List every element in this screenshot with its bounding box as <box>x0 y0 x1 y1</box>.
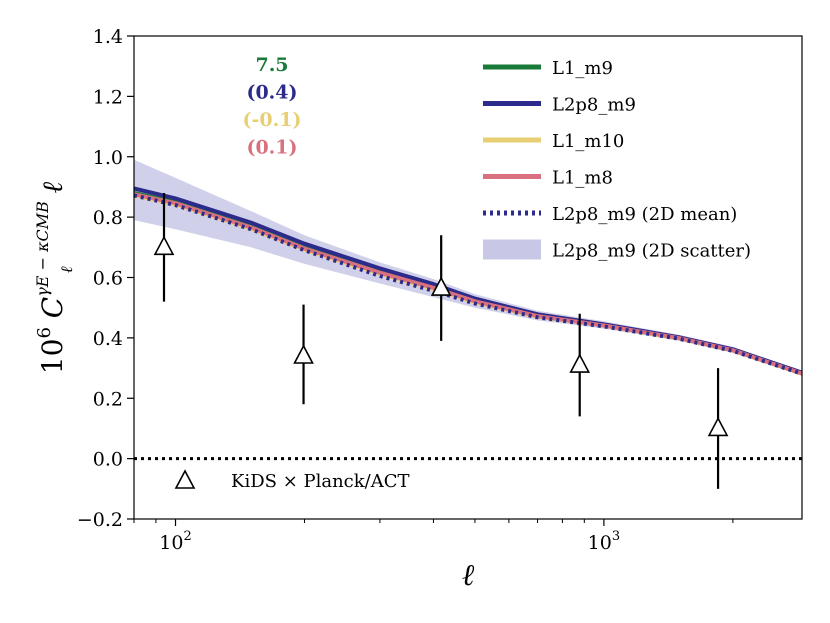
y-axis-ticks: −0.2 0.0 0.2 0.4 0.6 0.8 1.0 1.2 1.4 <box>77 26 134 531</box>
plot-area <box>134 159 802 461</box>
legend-label-2: L1_m10 <box>552 131 624 152</box>
observation-layer <box>153 192 729 489</box>
y-label-sup: γE − κCMB <box>33 201 52 297</box>
annotation-3: (0.1) <box>246 137 297 159</box>
observation-legend-label: KiDS × Planck/ACT <box>231 471 410 492</box>
annotation-1: (0.4) <box>246 82 297 104</box>
x-axis-label: ℓ <box>462 558 475 593</box>
y-axis-label: 106 CγE − κCMB ℓ ℓ <box>33 181 76 374</box>
legend-label-1: L2p8_m9 <box>552 95 636 116</box>
y-label-prefix-exp: 6 <box>34 327 55 338</box>
x-tick-label-1: 103 <box>588 529 620 554</box>
y-tick-label-2: 0.2 <box>93 388 123 410</box>
y-label-prefix: 10 <box>36 339 69 375</box>
legend-label-3: L1_m8 <box>552 168 613 189</box>
series-line-4 <box>134 193 802 376</box>
series-layer <box>134 186 802 376</box>
observation-marker-3 <box>569 353 591 373</box>
y-tick-label-4: 0.6 <box>93 268 123 290</box>
y-tick-label-6: 1.0 <box>93 147 123 169</box>
legend-label-4: L2p8_m9 (2D mean) <box>552 204 737 225</box>
x-tick-label-0: 102 <box>159 529 191 554</box>
legend-label-5: L2p8_m9 (2D scatter) <box>552 241 751 262</box>
legend: L1_m9 L2p8_m9 L1_m10 L1_m8 L2p8_m9 (2D mean)… <box>483 58 751 262</box>
observation-marker-2 <box>430 276 452 296</box>
annotations: 7.5 (0.4) (-0.1) (0.1) <box>243 54 302 159</box>
y-tick-label-3: 0.4 <box>93 328 123 350</box>
y-tick-label-1: 0.0 <box>93 449 123 471</box>
observation-marker-1 <box>293 344 314 364</box>
y-tick-label-0: −0.2 <box>77 509 123 531</box>
y-tick-label-5: 0.8 <box>93 207 123 229</box>
y-label-symbol: C <box>36 297 69 318</box>
plot-frame <box>133 35 803 520</box>
observation-legend: KiDS × Planck/ACT <box>174 469 410 492</box>
y-label-sub: ℓ <box>57 266 76 273</box>
observation-legend-marker <box>174 469 196 489</box>
y-label-suffix: ℓ <box>36 181 69 193</box>
legend-swatch-5 <box>483 239 541 260</box>
annotation-0: 7.5 <box>255 54 288 76</box>
y-tick-label-8: 1.4 <box>93 26 123 48</box>
annotation-2: (-0.1) <box>243 109 302 131</box>
y-tick-label-7: 1.2 <box>93 86 123 108</box>
observation-marker-0 <box>153 235 175 256</box>
observation-marker-4 <box>707 416 729 437</box>
legend-label-0: L1_m9 <box>552 58 613 79</box>
x-axis-ticks: 102 103 <box>133 519 734 554</box>
